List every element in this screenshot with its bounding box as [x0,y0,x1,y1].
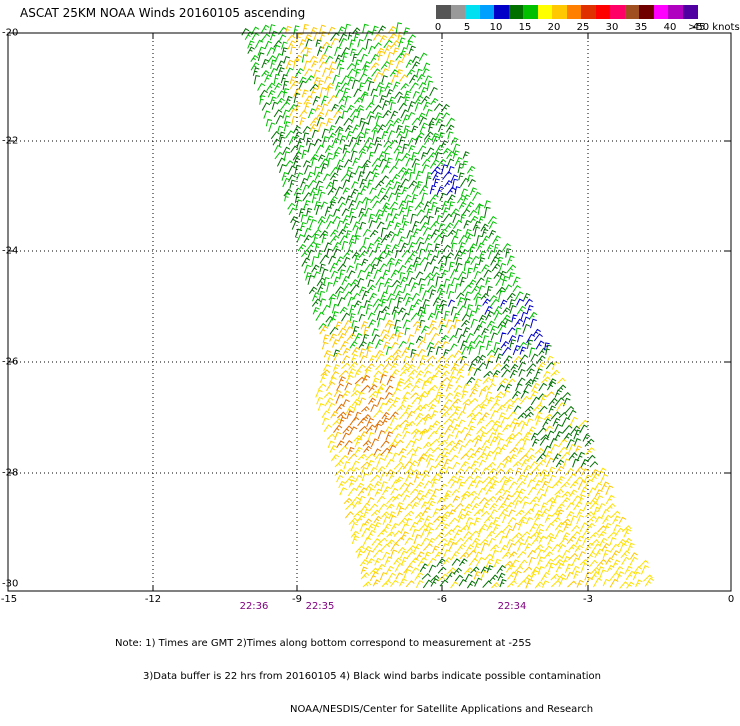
scale-label: 20 [548,22,561,33]
scale-swatch [610,5,625,19]
note-line-2: 3)Data buffer is 22 hrs from 20160105 4)… [115,671,601,682]
scale-label: 5 [464,22,470,33]
lon-label-0: 0 [728,594,734,605]
scale-label: 0 [435,22,441,33]
map-grid [8,33,731,591]
wind-barb-group [334,375,399,456]
map-frame [8,33,731,591]
lat-label--30: -30 [2,579,18,590]
scale-swatch [654,5,669,19]
scale-swatch [683,5,698,19]
lat-label--24: -24 [2,246,18,257]
lon-label--6: -6 [437,594,447,605]
scale-swatch [523,5,538,19]
time-label-3: 22:34 [498,601,527,612]
time-label-2: 22:35 [306,601,335,612]
lat-label--22: -22 [2,136,18,147]
scale-swatch [552,5,567,19]
scale-swatch [668,5,683,19]
lon-label--9: -9 [292,594,302,605]
lon-label--15: -15 [1,594,17,605]
scale-label: 30 [606,22,619,33]
lon-label--12: -12 [145,594,161,605]
scale-swatch [465,5,480,19]
note-line-1: Note: 1) Times are GMT 2)Times along bot… [115,638,601,649]
footnotes: Note: 1) Times are GMT 2)Times along bot… [115,616,601,726]
scale-swatch [596,5,611,19]
scale-swatch [581,5,596,19]
lat-label--26: -26 [2,357,18,368]
scale-swatch [625,5,640,19]
map-title: ASCAT 25KM NOAA Winds 20160105 ascending [20,6,305,20]
scale-label: 10 [490,22,503,33]
scale-swatch [494,5,509,19]
wind-barb-group [316,354,654,589]
scale-label: >50 knots [688,22,740,33]
lat-label--20: -20 [2,28,18,39]
scale-swatch [567,5,582,19]
scale-label: 35 [635,22,648,33]
note-line-3: NOAA/NESDIS/Center for Satellite Applica… [115,704,601,715]
scale-swatch [639,5,654,19]
scale-swatch [509,5,524,19]
scale-label: 40 [664,22,677,33]
scale-swatch [436,5,451,19]
wind-barbs [242,23,654,589]
wind-barb-group [430,165,550,355]
wind-map [0,0,740,650]
scale-swatch [480,5,495,19]
lon-label--3: -3 [583,594,593,605]
time-label-1: 22:36 [240,601,269,612]
scale-swatch [538,5,553,19]
lat-label--28: -28 [2,468,18,479]
scale-label: 25 [577,22,590,33]
scale-label: 15 [519,22,532,33]
scale-swatch [451,5,466,19]
